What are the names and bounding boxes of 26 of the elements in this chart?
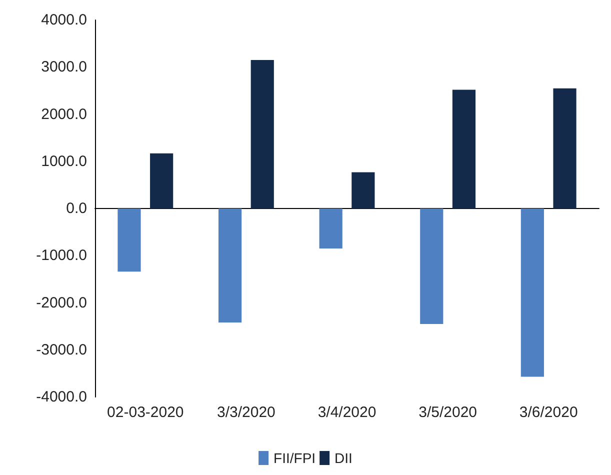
y-tick-label: -1000.0 — [36, 247, 87, 264]
legend-label: DII — [334, 450, 352, 466]
y-tick-label: 0.0 — [66, 200, 87, 217]
legend-label: FII/FPI — [274, 450, 316, 466]
x-tick-label: 3/5/2020 — [418, 404, 477, 421]
y-tick-label: 1000.0 — [41, 152, 87, 170]
bar — [250, 60, 274, 208]
bar — [352, 172, 375, 208]
x-tick-label: 3/3/2020 — [217, 404, 276, 421]
bar — [420, 208, 444, 324]
y-tick-label: -2000.0 — [36, 294, 87, 312]
y-tick-label: 4000.0 — [41, 12, 87, 28]
bar — [319, 208, 342, 249]
bar — [520, 208, 544, 377]
bar — [218, 208, 242, 323]
x-tick-label: 3/6/2020 — [519, 404, 578, 421]
x-tick-label: 02-03-2020 — [107, 404, 184, 421]
bar — [118, 208, 141, 272]
bar — [553, 88, 576, 208]
bar — [150, 153, 174, 208]
y-tick-label: 2000.0 — [41, 106, 87, 123]
y-tick-label: 3000.0 — [41, 58, 87, 76]
y-tick-label: -4000.0 — [36, 388, 87, 406]
y-tick-label: -3000.0 — [36, 341, 87, 358]
bar — [452, 90, 476, 208]
x-tick-label: 3/4/2020 — [318, 404, 376, 421]
